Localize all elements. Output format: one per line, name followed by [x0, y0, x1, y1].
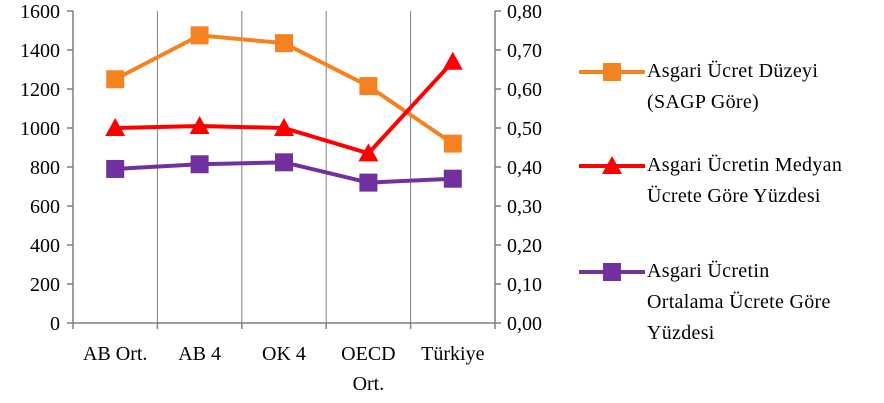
x-tick-label: AB 4: [178, 343, 221, 365]
y-left-tick-label: 1200: [20, 79, 60, 101]
y-left-tick-label: 800: [30, 157, 60, 179]
legend-swatch-marker: [603, 263, 621, 281]
x-tick-label: AB Ort.: [83, 343, 147, 365]
y-right-tick-label: 0,40: [507, 157, 542, 179]
legend-swatch: [579, 263, 645, 281]
series-2-point: [442, 51, 463, 70]
y-right-tick-label: 0,00: [507, 313, 542, 335]
legend-label: Asgari Ücretin Medyan Ücrete Göre Yüzdes…: [647, 154, 843, 207]
y-right-tick-label: 0,80: [507, 1, 542, 23]
series-2-point: [274, 118, 294, 136]
x-tick-label: OECD Ort.: [341, 343, 395, 395]
series-3-point: [359, 173, 378, 192]
legend-swatch-marker: [603, 63, 621, 81]
series-1-point: [359, 77, 378, 96]
y-left-tick-label: 1600: [20, 1, 60, 23]
series-1-point: [106, 70, 125, 89]
y-right-tick-label: 0,30: [507, 196, 542, 218]
legend-swatch: [579, 156, 645, 174]
y-right-tick-label: 0,20: [507, 235, 542, 257]
legend-swatch: [579, 63, 645, 81]
series-1-point: [443, 134, 462, 153]
y-left-tick-label: 1400: [20, 40, 60, 62]
y-right-tick-label: 0,50: [507, 118, 542, 140]
series-3-point: [443, 169, 462, 188]
series-2-point: [105, 118, 126, 136]
series-2-point: [358, 143, 379, 162]
series-3-point: [106, 159, 125, 178]
x-tick-label: OK 4: [262, 343, 306, 365]
y-left-tick-label: 1000: [20, 118, 60, 140]
y-left-tick-label: 0: [50, 313, 60, 335]
y-left-tick-label: 400: [30, 235, 60, 257]
legend: Asgari Ücret Düzeyi (SAGP Göre) Asgari Üc…: [577, 0, 877, 398]
legend-label: Asgari Ücret Düzeyi (SAGP Göre): [647, 60, 819, 113]
y-right-tick-label: 0,70: [507, 40, 542, 62]
legend-swatch-marker: [602, 156, 622, 174]
series-3-point: [190, 155, 209, 174]
x-tick-label: Türkiye: [421, 343, 484, 365]
y-right-tick-label: 0,60: [507, 79, 542, 101]
series-1-point: [275, 34, 293, 53]
series-1-point: [190, 26, 209, 45]
y-left-tick-label: 200: [30, 274, 60, 296]
y-right-tick-label: 0,10: [507, 274, 542, 296]
series-3-point: [275, 153, 293, 172]
legend-label: Asgari Ücretin Ortalama Ücrete Göre Yüzd…: [647, 260, 831, 344]
series-2-point: [189, 116, 210, 135]
y-left-tick-label: 600: [30, 196, 60, 218]
